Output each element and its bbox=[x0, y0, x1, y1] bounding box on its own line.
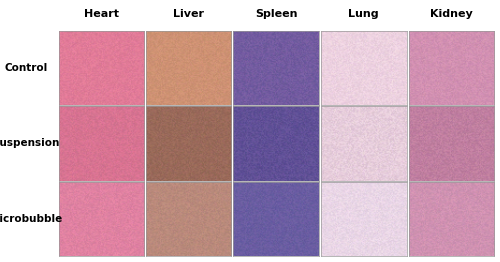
Text: Control: Control bbox=[4, 63, 48, 73]
Text: Heart: Heart bbox=[84, 9, 119, 19]
Text: Lung: Lung bbox=[348, 9, 379, 19]
Text: Kidney: Kidney bbox=[430, 9, 472, 19]
Text: Liver: Liver bbox=[173, 9, 204, 19]
Text: Suspension: Suspension bbox=[0, 138, 60, 149]
Text: Spleen: Spleen bbox=[255, 9, 298, 19]
Text: Microbubble: Microbubble bbox=[0, 214, 62, 224]
